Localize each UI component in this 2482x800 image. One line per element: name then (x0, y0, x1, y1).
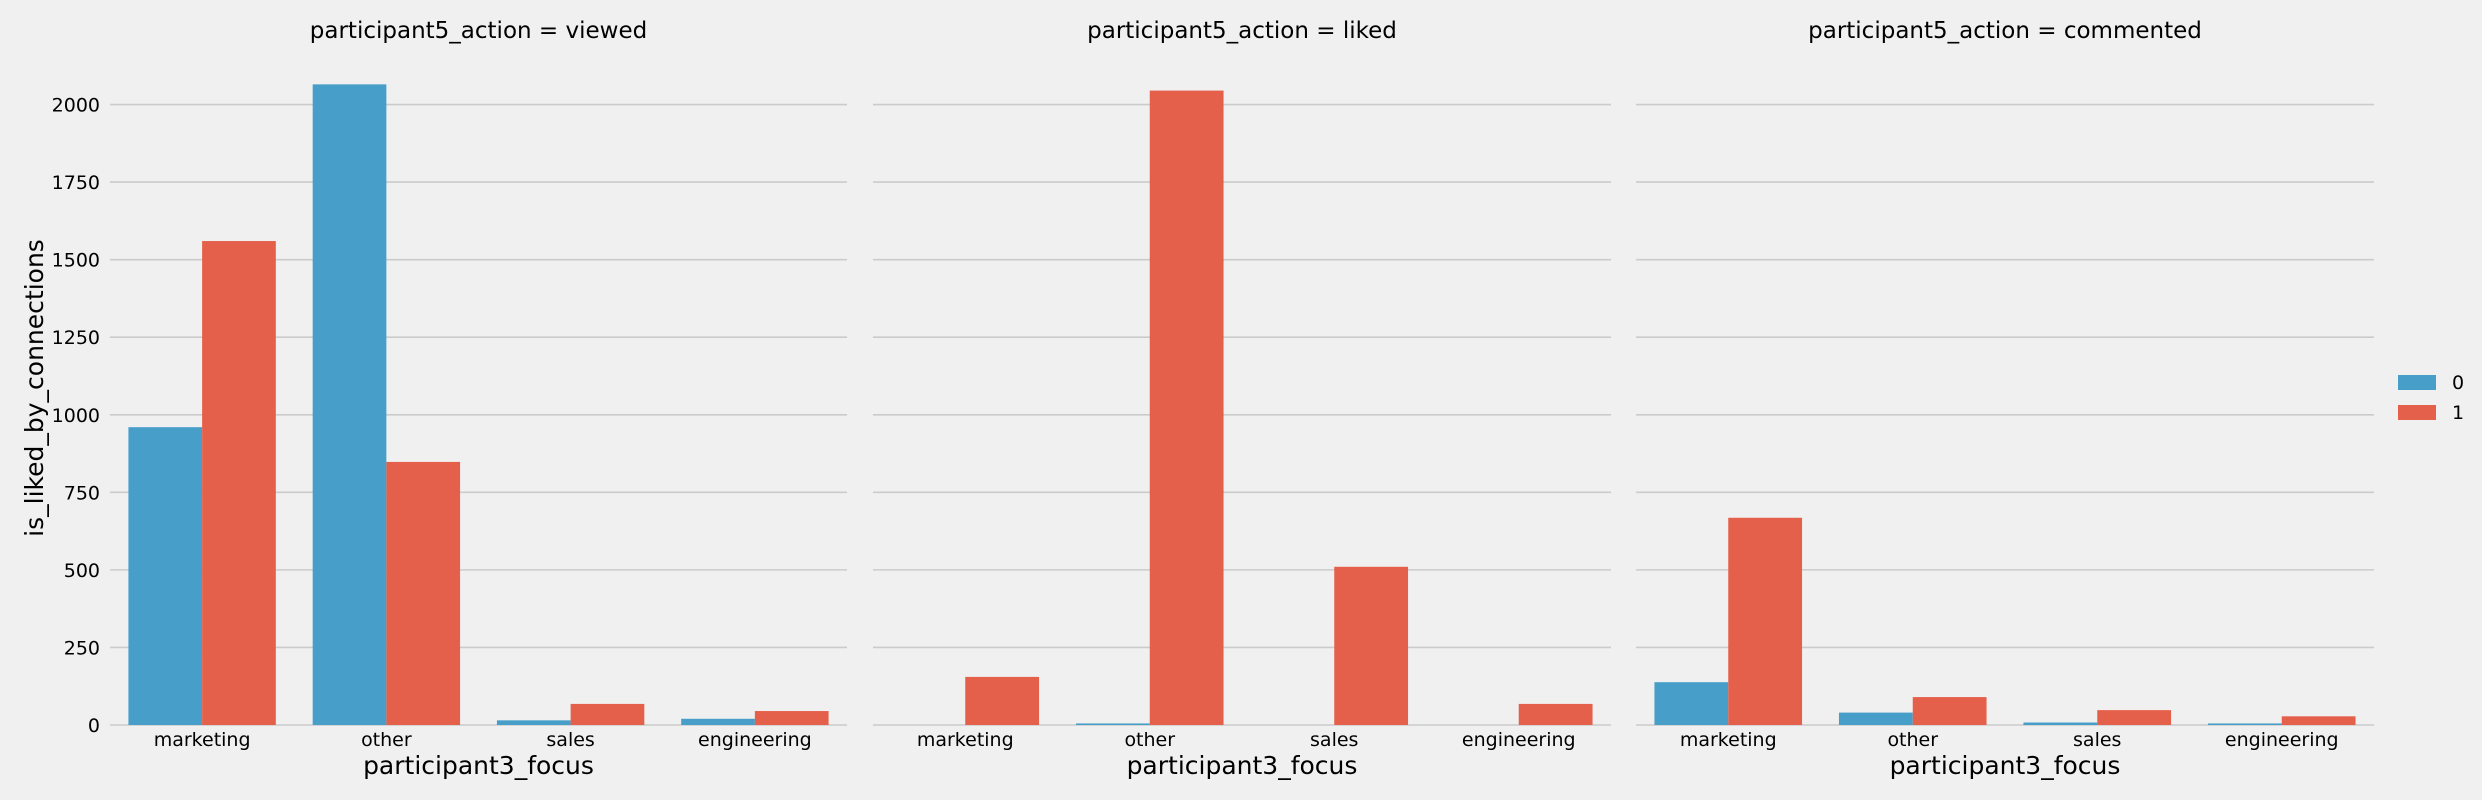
y-tick-label: 1500 (52, 250, 100, 272)
x-tick-label: other (361, 729, 412, 751)
x-tick-label: engineering (2225, 729, 2339, 751)
bar (2281, 716, 2356, 725)
y-tick-label: 1000 (52, 405, 100, 427)
legend-label: 0 (2452, 372, 2464, 394)
x-tick-label: marketing (154, 729, 251, 751)
panel-title: participant5_action = commented (1808, 18, 2202, 44)
x-tick-label: sales (1310, 729, 1358, 751)
y-tick-label: 250 (64, 637, 100, 659)
bar (1334, 566, 1409, 725)
bar (496, 720, 571, 725)
bar (2207, 723, 2282, 725)
bar (1149, 90, 1224, 726)
x-tick-label: other (1887, 729, 1938, 751)
x-tick-label: other (1124, 729, 1175, 751)
bar (754, 711, 829, 725)
legend-label: 1 (2452, 402, 2464, 424)
x-tick-label: marketing (917, 729, 1014, 751)
bar (1728, 517, 1803, 725)
bar (570, 703, 645, 725)
x-axis-label: participant3_focus (1127, 751, 1358, 780)
legend-swatch (2398, 405, 2436, 420)
bar (386, 461, 461, 725)
bar (312, 84, 387, 726)
bar (1075, 723, 1150, 725)
bar (1654, 682, 1729, 725)
legend-swatch (2398, 375, 2436, 390)
bar (2097, 710, 2172, 725)
x-tick-label: sales (2073, 729, 2121, 751)
y-tick-label: 1750 (52, 172, 100, 194)
y-tick-label: 500 (64, 560, 100, 582)
bar (1912, 697, 1987, 725)
facet-panel: marketing other sales engineering participan… (1636, 18, 2374, 780)
bar (965, 676, 1040, 725)
x-tick-label: sales (546, 729, 594, 751)
x-axis-label: participant3_focus (363, 751, 594, 780)
y-tick-label: 750 (64, 482, 100, 504)
legend: 01 (2398, 372, 2464, 424)
y-tick-label: 0 (88, 715, 100, 737)
x-tick-label: engineering (698, 729, 812, 751)
bar (1518, 703, 1593, 725)
panel-title: participant5_action = viewed (310, 18, 647, 44)
x-tick-label: marketing (1680, 729, 1777, 751)
y-axis-label: is_liked_by_connections (20, 239, 49, 537)
x-axis-label: participant3_focus (1890, 751, 2121, 780)
bar (202, 241, 276, 725)
y-tick-label: 2000 (52, 95, 100, 117)
x-tick-label: engineering (1462, 729, 1576, 751)
facet-panel: 0 250 500 750 1000 1250 1500 1750 2000 marketing o… (52, 18, 847, 780)
bar (1838, 712, 1913, 725)
chart-panels: 0 250 500 750 1000 1250 1500 1750 2000 marketing o… (52, 18, 2374, 780)
y-tick-label: 1250 (52, 327, 100, 349)
panel-title: participant5_action = liked (1087, 18, 1397, 44)
bar (128, 427, 203, 725)
bar (681, 718, 755, 725)
facet-panel: marketing other sales engineering participan… (873, 18, 1611, 780)
bar (2023, 722, 2098, 725)
